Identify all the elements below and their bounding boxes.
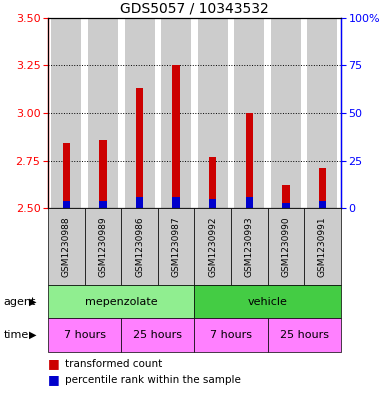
Text: ■: ■ [48, 373, 60, 386]
Bar [198, 18, 228, 208]
Bar [246, 197, 253, 208]
Bar [161, 18, 191, 208]
Text: GSM1230990: GSM1230990 [281, 216, 290, 277]
Bar [234, 18, 264, 208]
Text: GSM1230988: GSM1230988 [62, 216, 71, 277]
Bar [63, 201, 70, 208]
Text: 25 hours: 25 hours [133, 330, 182, 340]
Bar [136, 88, 143, 208]
Bar [282, 202, 290, 208]
Bar [319, 201, 326, 208]
Text: 7 hours: 7 hours [64, 330, 106, 340]
Bar [246, 113, 253, 208]
Title: GDS5057 / 10343532: GDS5057 / 10343532 [120, 1, 269, 15]
Text: GSM1230989: GSM1230989 [99, 216, 107, 277]
Bar [63, 143, 70, 208]
Text: GSM1230993: GSM1230993 [245, 216, 254, 277]
Text: GSM1230986: GSM1230986 [135, 216, 144, 277]
Text: 25 hours: 25 hours [280, 330, 329, 340]
Bar [99, 140, 107, 208]
Bar [125, 18, 154, 208]
Text: GSM1230991: GSM1230991 [318, 216, 327, 277]
Bar [319, 168, 326, 208]
Bar [209, 199, 216, 208]
Text: 7 hours: 7 hours [210, 330, 252, 340]
Text: GSM1230992: GSM1230992 [208, 217, 217, 277]
Text: percentile rank within the sample: percentile rank within the sample [65, 375, 241, 385]
Bar [172, 65, 180, 208]
Bar [52, 18, 81, 208]
Text: agent: agent [4, 297, 36, 307]
Bar [136, 197, 143, 208]
Bar [271, 18, 301, 208]
Bar [172, 197, 180, 208]
Text: ▶: ▶ [29, 330, 37, 340]
Bar [282, 185, 290, 208]
Text: ■: ■ [48, 357, 60, 370]
Bar [209, 157, 216, 208]
Bar [308, 18, 337, 208]
Bar [88, 18, 118, 208]
Bar [99, 201, 107, 208]
Text: mepenzolate: mepenzolate [85, 297, 157, 307]
Text: time: time [4, 330, 29, 340]
Text: GSM1230987: GSM1230987 [172, 216, 181, 277]
Text: transformed count: transformed count [65, 359, 163, 369]
Text: ▶: ▶ [29, 297, 37, 307]
Text: vehicle: vehicle [248, 297, 288, 307]
